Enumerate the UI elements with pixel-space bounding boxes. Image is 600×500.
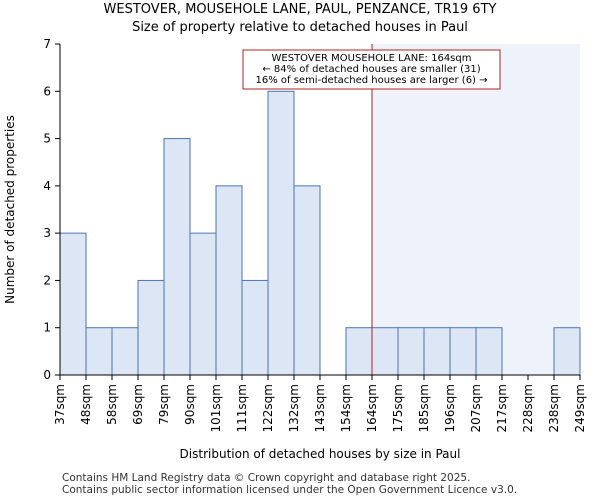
y-tick-label: 5 [43, 132, 51, 146]
x-tick-label: 238sqm [547, 384, 561, 432]
x-tick-label: 164sqm [365, 384, 379, 432]
histogram-bar [59, 232, 87, 376]
footer-line-1: Contains HM Land Registry data © Crown c… [62, 472, 471, 484]
x-tick-label: 111sqm [235, 384, 249, 432]
histogram-bar [85, 327, 113, 376]
highlight-region [372, 44, 580, 375]
y-tick-label: 1 [43, 321, 51, 335]
histogram-bar [449, 327, 477, 376]
histogram-bar [293, 185, 321, 376]
y-tick-label: 4 [43, 179, 51, 193]
y-tick-label: 2 [43, 273, 51, 287]
annotation-line: 16% of semi-detached houses are larger (… [255, 75, 487, 86]
x-tick-label: 79sqm [157, 384, 171, 425]
x-tick-label: 101sqm [209, 384, 223, 432]
x-tick-label: 228sqm [521, 384, 535, 432]
x-tick-label: 37sqm [53, 384, 67, 425]
y-axis-title: Number of detached properties [3, 115, 17, 304]
annotation-box [242, 49, 501, 90]
x-tick-label: 207sqm [469, 384, 483, 432]
histogram-bar [215, 185, 243, 376]
annotation-line: WESTOVER MOUSEHOLE LANE: 164sqm [272, 53, 472, 64]
histogram-bar [397, 327, 425, 376]
histogram-bar [163, 138, 191, 376]
histogram-bar [241, 279, 269, 376]
x-tick-label: 175sqm [391, 384, 405, 432]
histogram-bar [475, 327, 503, 376]
histogram-bar [371, 327, 399, 376]
histogram-bar [553, 327, 581, 376]
histogram-bar [137, 279, 165, 376]
annotation-line: ← 84% of detached houses are smaller (31… [262, 64, 480, 75]
x-tick-label: 154sqm [339, 384, 353, 432]
x-tick-label: 249sqm [573, 384, 587, 432]
x-tick-label: 217sqm [495, 384, 509, 432]
histogram-bar [267, 90, 295, 376]
histogram-bar [345, 327, 373, 376]
y-tick-label: 7 [43, 37, 51, 51]
x-tick-label: 69sqm [131, 384, 145, 425]
x-tick-label: 143sqm [313, 384, 327, 432]
x-tick-label: 48sqm [79, 384, 93, 425]
x-tick-label: 196sqm [443, 384, 457, 432]
x-tick-label: 90sqm [183, 384, 197, 425]
x-tick-label: 122sqm [261, 384, 275, 432]
x-tick-label: 185sqm [417, 384, 431, 432]
x-axis-title: Distribution of detached houses by size … [180, 447, 461, 461]
histogram-bar [111, 327, 139, 376]
footer-line-2: Contains public sector information licen… [62, 484, 518, 496]
x-tick-label: 58sqm [105, 384, 119, 425]
histogram-chart: 0 1 2 3 4 5 6 7 37sqm 48sqm 58sqm 69sqm 79sqm 90sqm 10… [3, 37, 587, 461]
y-tick-label: 6 [43, 84, 51, 98]
chart-subtitle: Size of property relative to detached ho… [132, 20, 468, 35]
x-tick-label: 132sqm [287, 384, 301, 432]
histogram-bar [189, 232, 217, 376]
y-tick-label: 3 [43, 226, 51, 240]
y-tick-label: 0 [43, 368, 51, 382]
chart-title: WESTOVER, MOUSEHOLE LANE, PAUL, PENZANCE… [103, 2, 497, 17]
histogram-bar [423, 327, 451, 376]
